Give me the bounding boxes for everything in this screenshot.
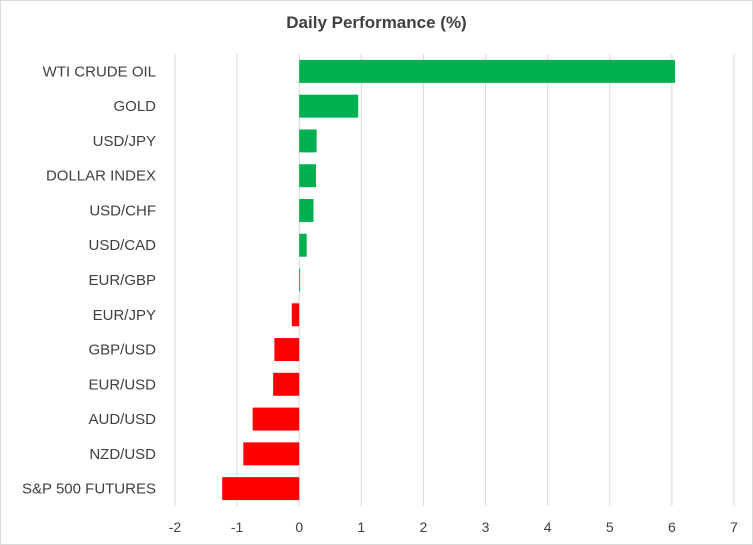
- bar: [273, 372, 300, 396]
- bar: [274, 338, 300, 362]
- x-tick-label: 1: [357, 519, 365, 535]
- bar: [299, 198, 314, 222]
- bar: [222, 477, 300, 501]
- category-label: EUR/JPY: [93, 307, 156, 324]
- category-label: AUD/USD: [88, 411, 156, 428]
- bar: [243, 442, 300, 466]
- bar: [299, 59, 675, 83]
- x-tick-label: 2: [420, 519, 428, 535]
- x-tick-label: 3: [482, 519, 490, 535]
- x-tick-label: -1: [231, 519, 244, 535]
- category-label: NZD/USD: [89, 446, 156, 463]
- category-label: GOLD: [113, 98, 156, 115]
- x-tick-label: 4: [544, 519, 552, 535]
- category-labels: WTI CRUDE OIL GOLD USD/JPY DOLLAR INDEX USD/…: [22, 63, 156, 497]
- category-label: DOLLAR INDEX: [46, 168, 156, 185]
- bar: [252, 407, 300, 431]
- bar: [299, 94, 359, 118]
- category-label: USD/CHF: [89, 202, 156, 219]
- category-label: GBP/USD: [88, 342, 156, 359]
- x-axis-tick-labels: -2 -1 0 1 2 3 4 5 6 7: [169, 519, 738, 535]
- x-tick-label: 7: [730, 519, 738, 535]
- category-label: S&P 500 FUTURES: [22, 481, 156, 498]
- x-tick-label: 0: [295, 519, 303, 535]
- category-label: EUR/GBP: [88, 272, 156, 289]
- bar: [299, 129, 317, 153]
- bar: [291, 303, 300, 327]
- bar: [299, 164, 316, 188]
- x-tick-label: 5: [606, 519, 614, 535]
- category-label: USD/CAD: [88, 237, 156, 254]
- bar: [299, 233, 307, 257]
- x-tick-label: 6: [668, 519, 676, 535]
- category-label: EUR/USD: [88, 376, 156, 393]
- gridlines: [174, 54, 735, 506]
- bar: [299, 268, 301, 292]
- chart-title: Daily Performance (%): [286, 13, 467, 32]
- x-tick-label: -2: [169, 519, 182, 535]
- category-label: WTI CRUDE OIL: [43, 63, 156, 80]
- category-label: USD/JPY: [93, 133, 156, 150]
- bars: [222, 59, 675, 501]
